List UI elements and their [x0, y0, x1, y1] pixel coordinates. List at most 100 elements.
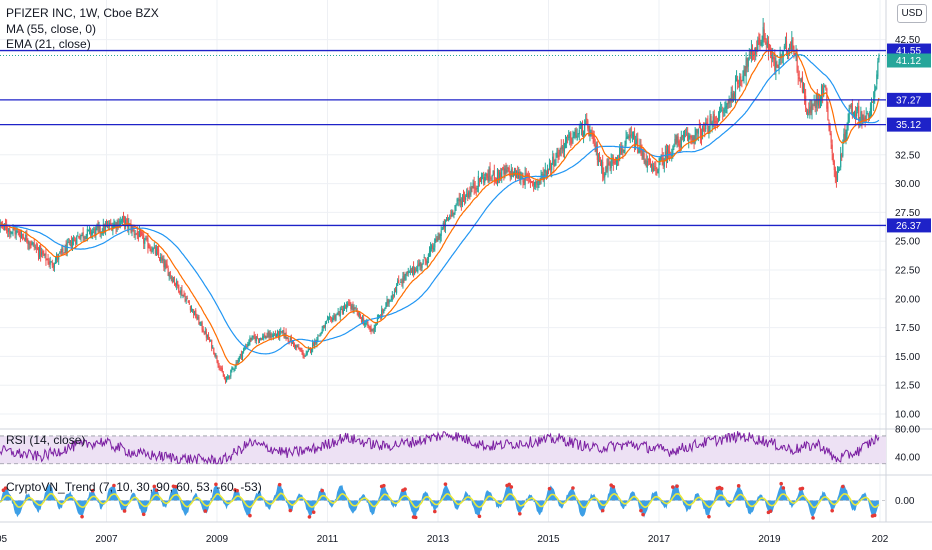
- candle-body: [487, 176, 489, 181]
- candle-body: [645, 160, 647, 167]
- candle-body: [542, 173, 544, 181]
- candle-body: [40, 246, 42, 257]
- candle-body: [287, 337, 289, 342]
- candle-body: [654, 166, 656, 167]
- candle-body: [278, 331, 280, 337]
- candle-body: [682, 134, 685, 139]
- candle-body: [571, 141, 573, 143]
- candle-body: [91, 232, 93, 235]
- currency-button[interactable]: USD: [897, 4, 927, 23]
- trend-signal-dot: [433, 509, 437, 514]
- candle-body: [800, 79, 802, 82]
- candle-body: [249, 337, 251, 343]
- candle-body: [867, 114, 869, 117]
- candle-body: [279, 331, 281, 338]
- candle-body: [570, 132, 572, 144]
- candle-body: [211, 339, 213, 349]
- candle-body: [486, 173, 488, 178]
- candle-body: [715, 121, 717, 123]
- candle-body: [330, 317, 332, 318]
- candle-body: [312, 342, 314, 350]
- candle-body: [204, 330, 206, 334]
- candle-body: [851, 103, 853, 116]
- candle-body: [2, 225, 5, 228]
- candle-body: [660, 156, 662, 159]
- candle-body: [114, 222, 116, 226]
- time-axis-tick-label: 2009: [206, 534, 229, 545]
- candle-body: [60, 251, 62, 253]
- candle-body: [417, 264, 419, 272]
- candle-body: [397, 281, 399, 286]
- trend-signal-dot: [173, 484, 178, 489]
- candle-body: [424, 257, 426, 261]
- candle-body: [494, 179, 496, 181]
- trend-line: [0, 492, 880, 509]
- candle-body: [219, 368, 221, 370]
- candle-body: [501, 168, 503, 178]
- candle-body: [461, 197, 464, 206]
- candle-body: [470, 187, 472, 194]
- candle-body: [609, 164, 611, 170]
- trend-dots: [1, 481, 877, 520]
- candle-body: [742, 75, 744, 82]
- candle-body: [87, 229, 90, 231]
- candle-body: [179, 290, 181, 294]
- candle-body: [257, 339, 260, 341]
- trend-signal-dot: [311, 510, 316, 515]
- candle-body: [167, 268, 169, 276]
- candle-body: [415, 268, 417, 272]
- candle-body: [450, 215, 452, 217]
- candle-body: [554, 163, 556, 166]
- candle-body: [76, 236, 78, 245]
- candle-body: [806, 108, 808, 114]
- candle-body: [835, 176, 838, 182]
- candle-body: [401, 281, 403, 283]
- candle-body: [747, 58, 749, 67]
- candle-body: [508, 167, 510, 172]
- candle-body: [865, 115, 867, 120]
- trend-signal-dot: [841, 484, 845, 489]
- candle-body: [228, 376, 230, 378]
- candle-body: [565, 136, 568, 143]
- candle-body: [744, 69, 746, 76]
- candle-body: [599, 163, 602, 166]
- candle-body: [708, 131, 710, 133]
- candle-body: [810, 105, 812, 114]
- candle-body: [752, 54, 755, 56]
- candle-body: [187, 300, 189, 303]
- candle-body: [862, 115, 864, 121]
- candle-body: [517, 171, 519, 179]
- candle-body: [89, 229, 92, 235]
- candle-body: [395, 285, 398, 293]
- candle-body: [588, 126, 590, 136]
- candle-body: [298, 347, 300, 350]
- candle-body: [541, 174, 543, 175]
- candle-body: [142, 234, 144, 235]
- candle-body: [534, 182, 536, 187]
- candle-body: [351, 305, 353, 309]
- legend-ema: EMA (21, close): [6, 37, 91, 51]
- candle-body: [849, 105, 851, 107]
- candle-body: [854, 113, 857, 119]
- candle-body: [299, 348, 301, 350]
- candle-body: [400, 282, 402, 284]
- candle-body: [102, 224, 104, 234]
- candle-body: [648, 157, 651, 162]
- candle-body: [525, 174, 527, 176]
- candle-body: [147, 238, 149, 249]
- candle-body: [10, 232, 12, 233]
- candle-body: [171, 278, 173, 283]
- candle-body: [88, 228, 91, 230]
- candle-body: [844, 132, 846, 140]
- candle-body: [649, 161, 652, 167]
- candle-body: [85, 234, 87, 240]
- legend-trend: CryptoVN_Trend (7, 10, 30, 90, 60, 53, -…: [6, 480, 262, 494]
- candle-body: [410, 269, 413, 273]
- candle-body: [317, 335, 319, 341]
- candle-body: [148, 247, 150, 249]
- candle-body: [839, 168, 841, 170]
- candle-body: [186, 297, 188, 300]
- candle-body: [807, 111, 809, 116]
- candle-body: [573, 134, 575, 136]
